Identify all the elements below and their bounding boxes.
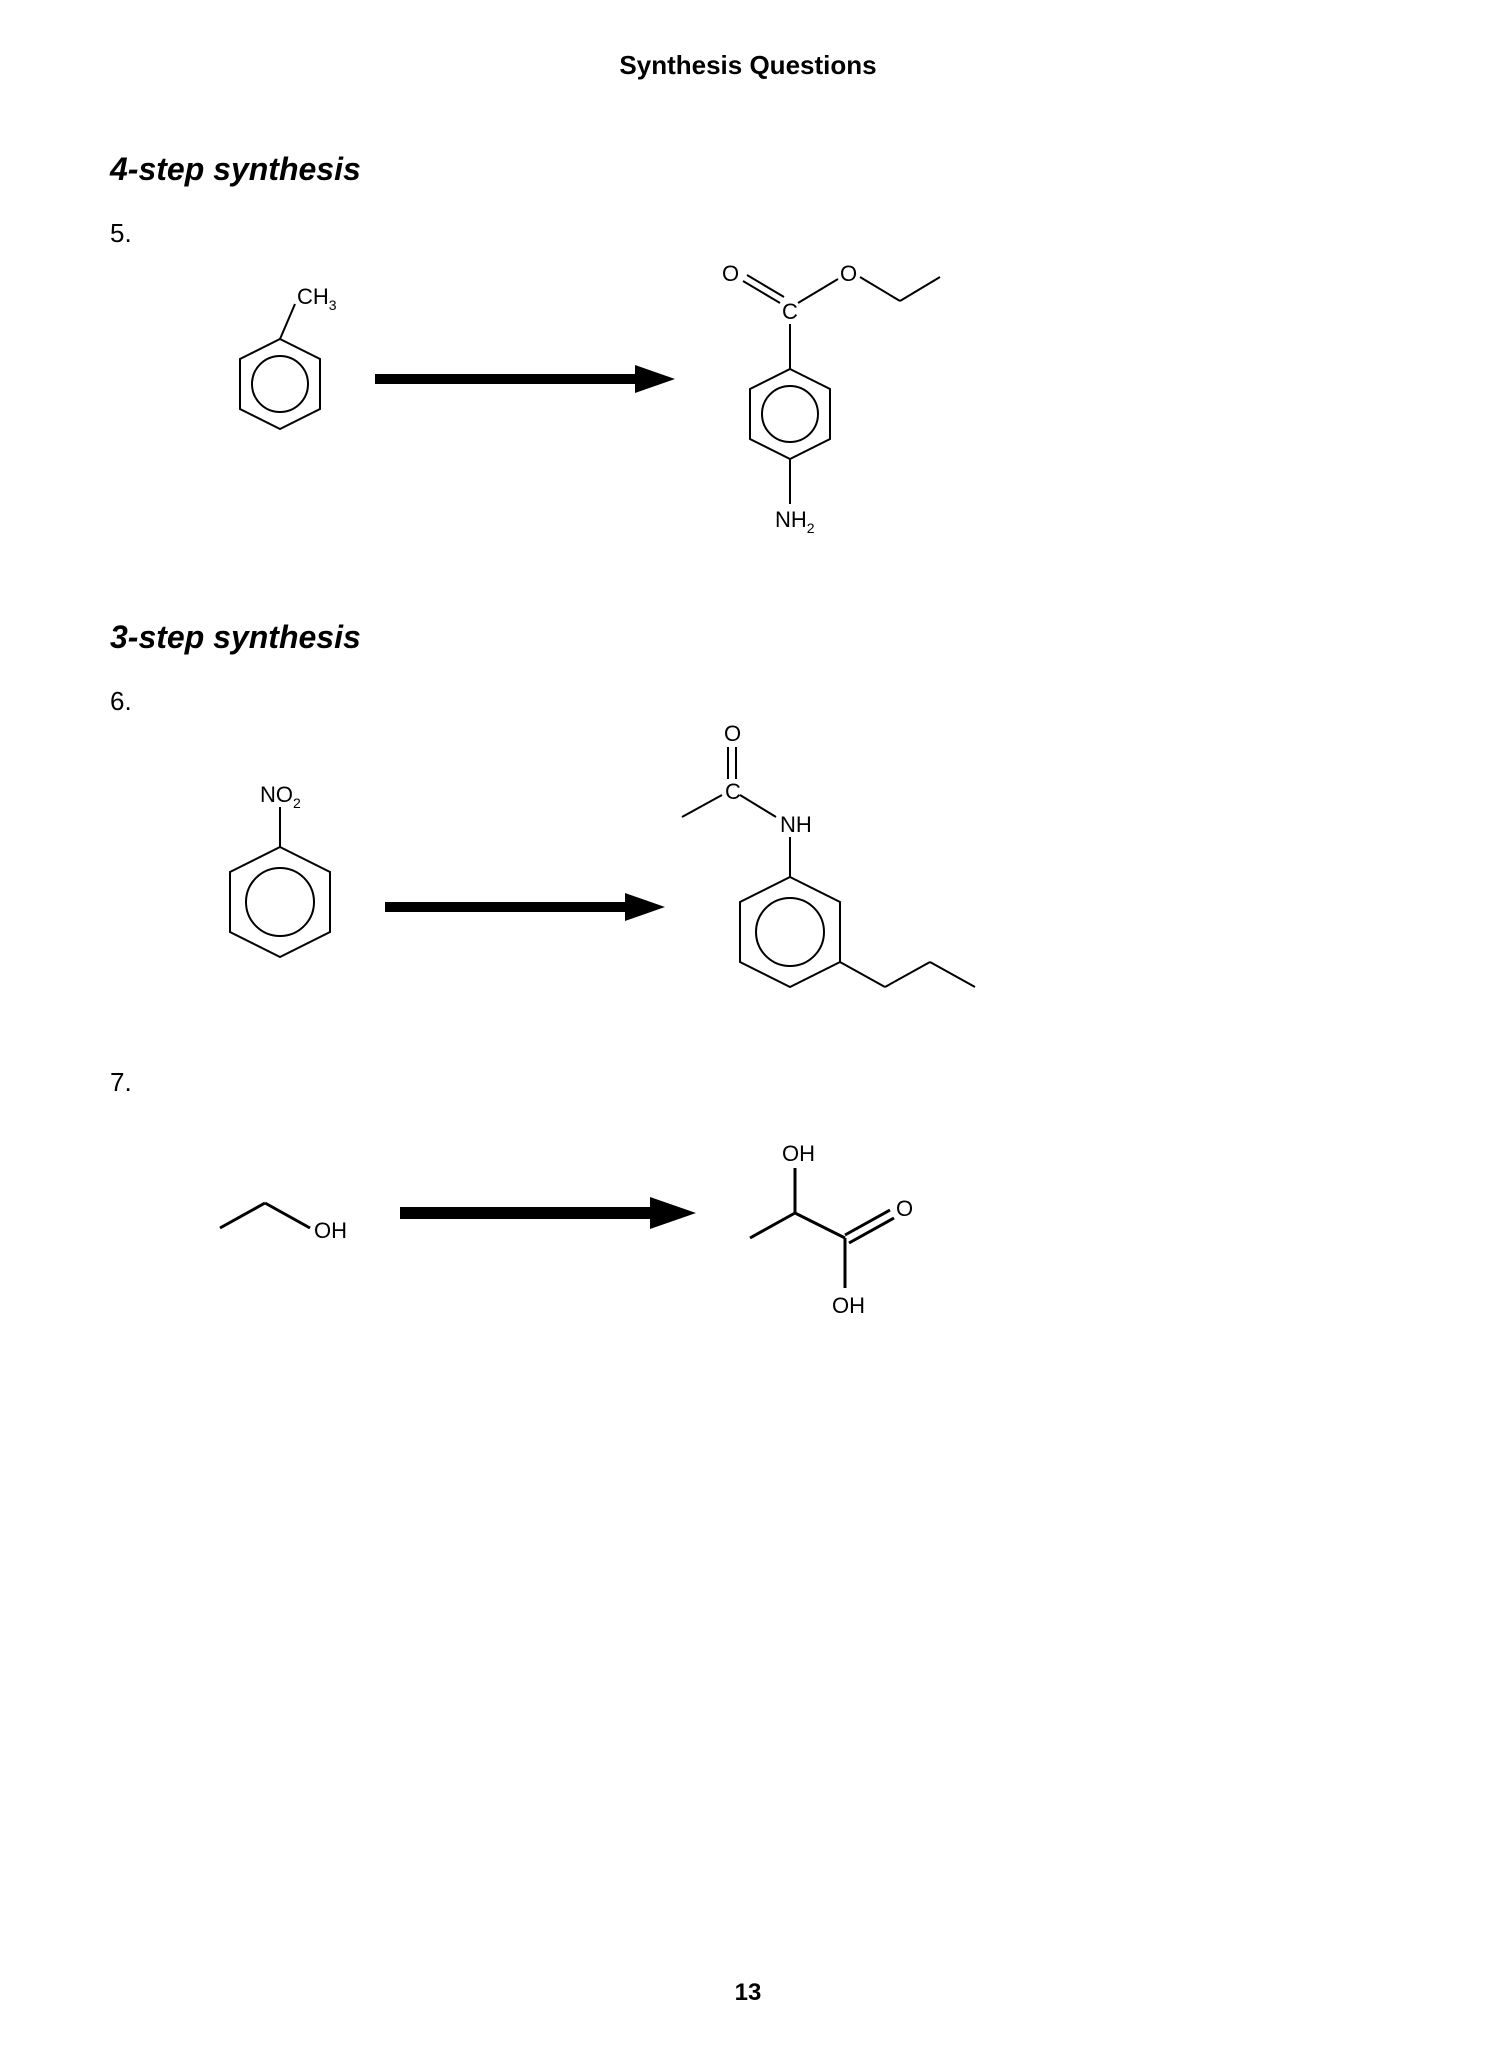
q6-arrow	[385, 893, 665, 921]
q6-O: O	[724, 721, 741, 746]
q5-C: C	[782, 299, 798, 324]
question-number-6: 6.	[110, 686, 1386, 717]
section-heading-4step: 4-step synthesis	[110, 151, 1386, 188]
diagram-q6: NO2 NH C O	[110, 717, 1386, 1057]
q7-oh-top: OH	[782, 1141, 815, 1166]
q5-O2: O	[840, 261, 857, 286]
q6-product: NH C O	[682, 721, 975, 987]
q5-toluene: CH3	[240, 284, 337, 429]
question-number-5: 5.	[110, 218, 1386, 249]
page-title: Synthesis Questions	[619, 50, 876, 80]
q5-arrow	[375, 365, 675, 393]
q5-nh2: NH2	[775, 507, 815, 536]
q7-svg: OH OH O OH	[110, 1098, 1110, 1358]
q5-product: C O O NH2	[722, 261, 940, 536]
q5-number: 5.	[110, 218, 132, 248]
q6-nitrobenzene: NO2	[230, 782, 330, 957]
question-number-7: 7.	[110, 1067, 1386, 1098]
diagram-q5: CH3 C O O	[110, 249, 1386, 579]
q7-product: OH O OH	[750, 1141, 913, 1318]
section-3step-label: 3-step synthesis	[110, 619, 361, 655]
q7-ethanol: OH	[220, 1203, 347, 1243]
q7-arrow	[400, 1197, 696, 1229]
page: Synthesis Questions 4-step synthesis 5. …	[0, 0, 1496, 2047]
section-heading-3step: 3-step synthesis	[110, 619, 1386, 656]
q7-oh1: OH	[314, 1218, 347, 1243]
q6-nh: NH	[780, 812, 812, 837]
q6-number: 6.	[110, 686, 132, 716]
q5-ch3: CH3	[297, 284, 337, 313]
q6-no2: NO2	[260, 782, 301, 811]
diagram-q7: OH OH O OH	[110, 1098, 1386, 1358]
q7-number: 7.	[110, 1067, 132, 1097]
q5-svg: CH3 C O O	[110, 249, 1110, 579]
q7-O: O	[896, 1196, 913, 1221]
page-number-value: 13	[735, 1979, 762, 2006]
q7-oh-bot: OH	[832, 1293, 865, 1318]
page-header: Synthesis Questions	[110, 50, 1386, 81]
section-4step-label: 4-step synthesis	[110, 151, 361, 187]
q5-O1: O	[722, 261, 739, 286]
q6-C: C	[725, 779, 741, 804]
page-number: 13	[0, 1979, 1496, 2007]
q6-svg: NO2 NH C O	[110, 717, 1110, 1057]
